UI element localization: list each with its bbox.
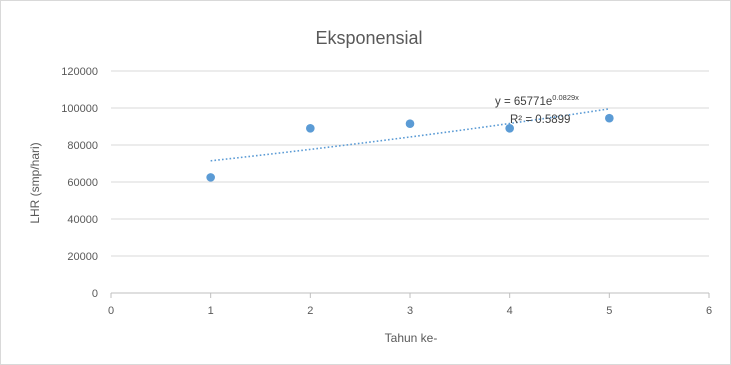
x-tick-label: 2 xyxy=(307,305,313,317)
y-axis-ticks: 0 20000 40000 60000 80000 100000 120000 xyxy=(61,66,98,300)
y-tick-label: 20000 xyxy=(67,251,98,263)
data-points xyxy=(206,113,614,182)
y-axis-title: LHR (smp/hari) xyxy=(28,142,42,223)
trendline-equation-exponent: 0.0829x xyxy=(552,93,579,102)
data-point xyxy=(405,119,415,129)
y-tick-label: 100000 xyxy=(61,103,98,115)
y-tick-label: 120000 xyxy=(61,66,98,78)
y-tick-label: 60000 xyxy=(67,177,98,189)
data-point xyxy=(206,173,215,182)
data-point xyxy=(306,124,315,133)
y-tick-label: 80000 xyxy=(67,140,98,152)
y-tick-label: 0 xyxy=(92,288,98,300)
trendline-layer xyxy=(210,108,610,162)
trendline-equation-base: y = 65771e xyxy=(495,96,552,108)
x-tick-label: 6 xyxy=(706,305,712,317)
gridlines xyxy=(111,70,709,294)
x-tick-label: 3 xyxy=(407,305,413,317)
data-point xyxy=(605,113,614,123)
x-axis-ticks: 0 1 2 3 4 5 6 xyxy=(108,293,712,317)
x-tick-label: 4 xyxy=(507,305,513,317)
data-point xyxy=(505,124,514,133)
x-tick-label: 1 xyxy=(208,305,214,317)
x-axis-title: Tahun ke- xyxy=(385,331,438,345)
x-tick-label: 5 xyxy=(606,305,612,317)
y-tick-label: 40000 xyxy=(67,214,98,226)
trendline-equation: y = 65771e0.0829x xyxy=(495,93,579,108)
exponential-trendline xyxy=(210,108,610,162)
x-tick-label: 0 xyxy=(108,305,114,317)
chart-title: Eksponensial xyxy=(315,28,422,48)
trendline-r-squared: R² = 0.5899 xyxy=(510,114,570,126)
